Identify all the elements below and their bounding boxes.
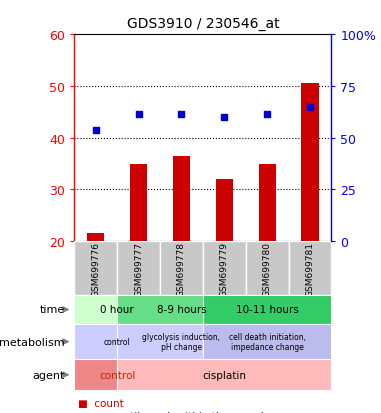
- Bar: [160, 242, 203, 295]
- Bar: [130, 164, 147, 242]
- Bar: [203, 324, 331, 359]
- Point: [307, 104, 313, 111]
- Text: time: time: [40, 305, 65, 315]
- Bar: [74, 324, 160, 359]
- Text: metabolism: metabolism: [0, 337, 65, 347]
- Text: control: control: [99, 370, 135, 380]
- Bar: [259, 164, 276, 242]
- Point: [264, 112, 270, 119]
- Text: glycolysis induction,
pH change: glycolysis induction, pH change: [142, 332, 221, 351]
- Bar: [301, 84, 319, 242]
- Text: GSM699778: GSM699778: [177, 241, 186, 296]
- Bar: [117, 359, 331, 390]
- Point: [178, 112, 184, 119]
- Text: cell death initiation,
impedance change: cell death initiation, impedance change: [229, 332, 306, 351]
- Bar: [246, 242, 288, 295]
- Text: ■  percentile rank within the sample: ■ percentile rank within the sample: [78, 411, 270, 413]
- Point: [136, 112, 142, 119]
- Bar: [203, 295, 331, 324]
- Text: 8-9 hours: 8-9 hours: [157, 305, 207, 315]
- Text: GSM699777: GSM699777: [134, 241, 143, 296]
- Bar: [74, 359, 160, 390]
- Text: 0 hour: 0 hour: [100, 305, 134, 315]
- Bar: [117, 242, 160, 295]
- Point: [221, 114, 227, 121]
- Text: control: control: [104, 337, 131, 346]
- Text: agent: agent: [32, 370, 65, 380]
- Text: GSM699781: GSM699781: [306, 241, 315, 296]
- Bar: [216, 180, 233, 242]
- Text: 10-11 hours: 10-11 hours: [236, 305, 299, 315]
- Point: [93, 127, 99, 134]
- Bar: [117, 295, 246, 324]
- Bar: [74, 242, 117, 295]
- Text: ■  count: ■ count: [78, 398, 124, 408]
- Bar: [87, 234, 104, 242]
- Text: cisplatin: cisplatin: [202, 370, 246, 380]
- Bar: [74, 295, 160, 324]
- Bar: [288, 242, 331, 295]
- Title: GDS3910 / 230546_at: GDS3910 / 230546_at: [126, 17, 279, 31]
- Text: GSM699779: GSM699779: [220, 241, 229, 296]
- Bar: [173, 157, 190, 242]
- Bar: [117, 324, 246, 359]
- Bar: [203, 242, 246, 295]
- Text: GSM699780: GSM699780: [263, 241, 272, 296]
- Text: GSM699776: GSM699776: [91, 241, 100, 296]
